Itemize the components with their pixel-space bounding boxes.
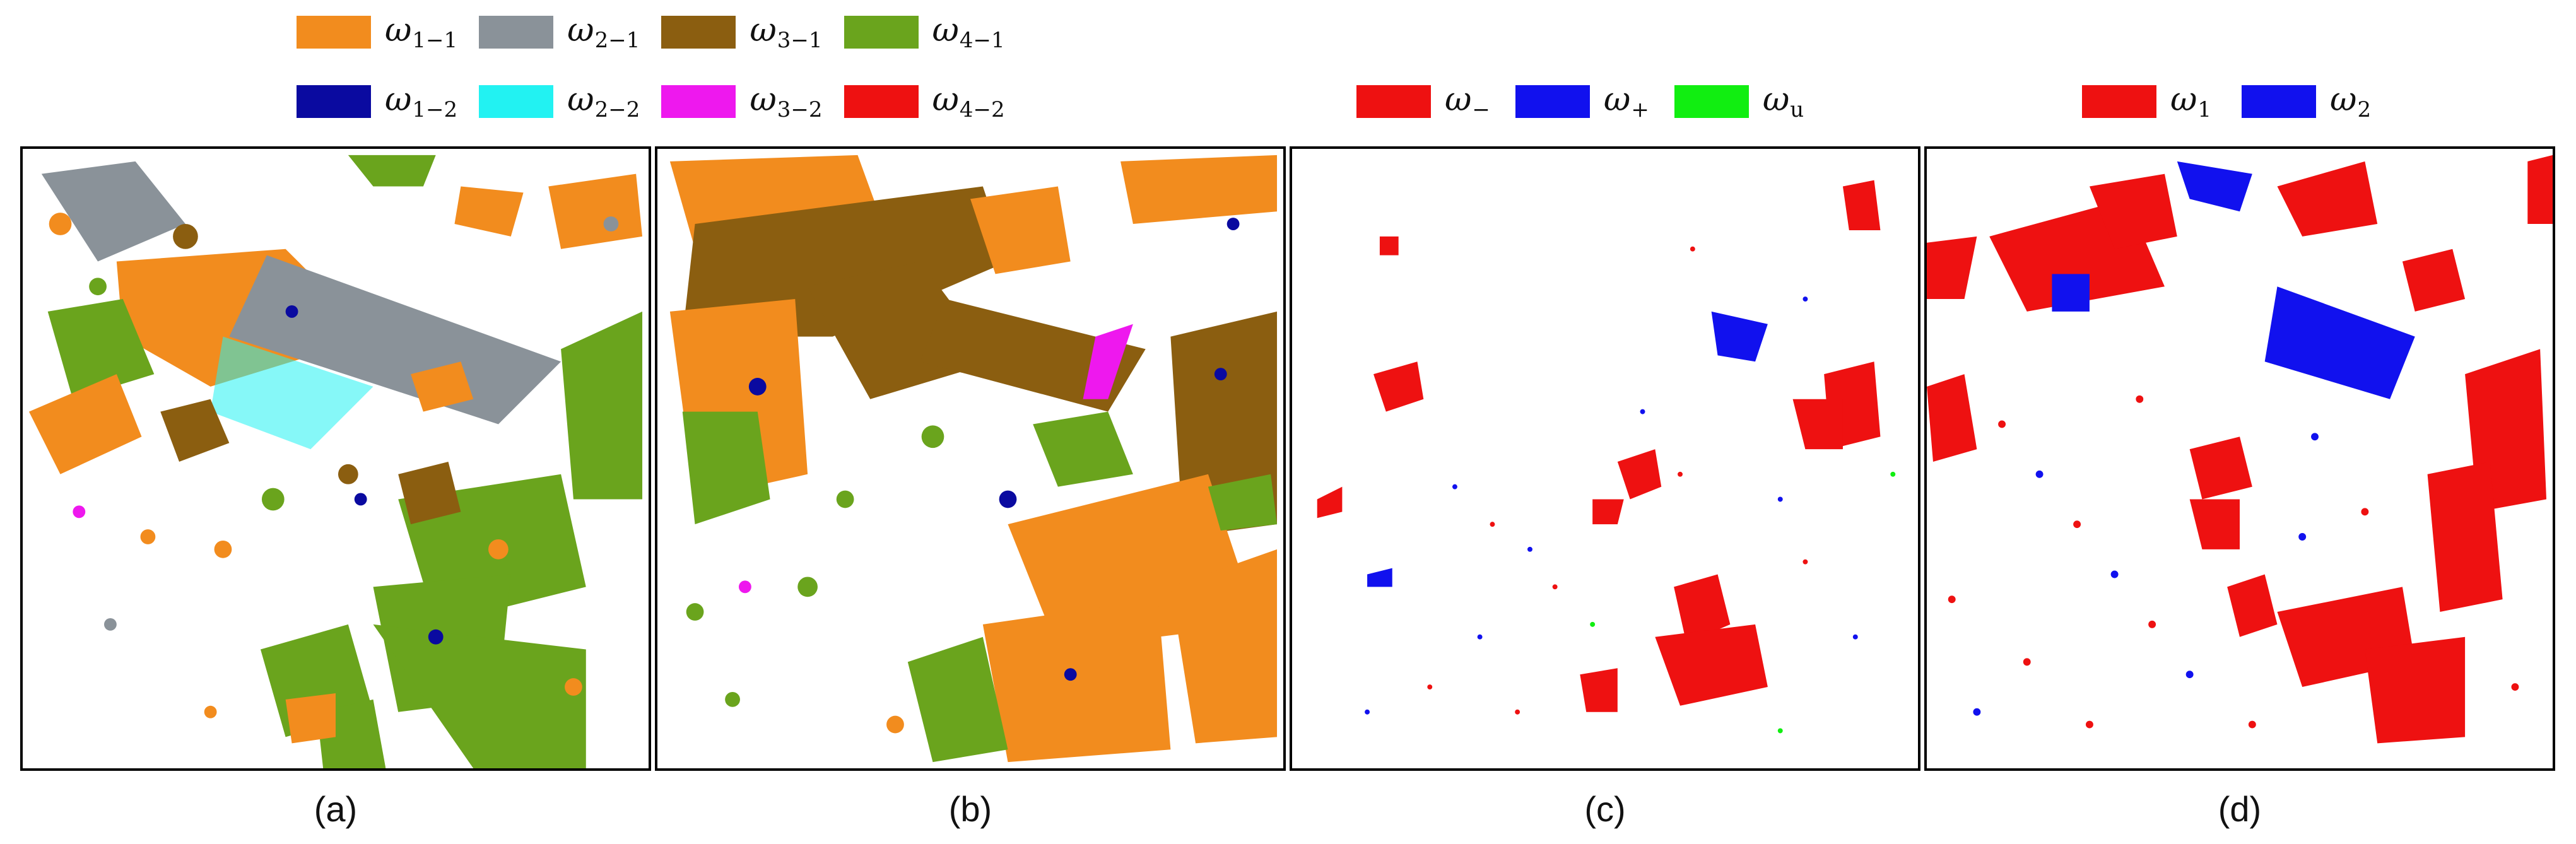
legend-label: ω3−2: [750, 81, 823, 122]
map-d-speckle: [1948, 395, 2519, 729]
legend-label: ω+: [1603, 81, 1649, 122]
swatch-green: [844, 16, 919, 49]
swatch-blue: [1515, 85, 1590, 118]
map-b-speckle: [686, 218, 1240, 734]
legend-label: ω1: [2170, 81, 2212, 122]
swatch-red: [844, 85, 919, 118]
legend-item-w-u: ωu: [1674, 81, 1804, 122]
panel-b-classification-map: [655, 146, 1286, 771]
swatch-red: [2082, 85, 2156, 118]
legend-label: ωu: [1762, 81, 1804, 122]
panel-a-classification-map: [20, 146, 651, 771]
map-a-speckle: [49, 213, 619, 718]
legend-item-w3-1: ω3−1: [661, 11, 823, 53]
swatch-red: [1356, 85, 1431, 118]
map-d: [1927, 155, 2553, 744]
legend-item-w3-2: ω3−2: [661, 81, 823, 122]
legend-label: ω1−2: [385, 81, 458, 122]
legend-item-w1-1: ω1−1: [297, 11, 457, 53]
legend-label: ω2: [2330, 81, 2372, 122]
swatch-magenta: [661, 85, 736, 118]
legend-item-w-plus: ω+: [1515, 81, 1649, 122]
swatch-blue: [2242, 85, 2317, 118]
map-d-regions: [1927, 155, 2553, 744]
legend-label: ω3−1: [750, 11, 823, 53]
map-a-base-regions: [28, 155, 643, 768]
map-b: [669, 155, 1278, 763]
legend-item-w2-2: ω2−2: [479, 81, 640, 122]
caption-c: (c): [1584, 789, 1626, 829]
legend-label: ω2−2: [567, 81, 640, 122]
legend-label: ω2−1: [567, 11, 640, 53]
swatch-orange: [297, 16, 371, 49]
panel-c-change-map: [1290, 146, 1920, 771]
legend-item-w2: ω2: [2242, 81, 2371, 122]
legend-item-w4-1: ω4−1: [844, 11, 1005, 53]
swatch-cyan: [479, 85, 554, 118]
map-c-regions: [1317, 180, 1881, 712]
legend-item-w2-1: ω2−1: [479, 11, 640, 53]
caption-d: (d): [2218, 789, 2262, 829]
map-c-speckle: [1365, 246, 1896, 734]
legend-item-w4-2: ω4−2: [844, 81, 1005, 122]
swatch-brown: [661, 16, 736, 49]
map-a: [28, 155, 643, 768]
legend-label: ω1−1: [385, 11, 458, 53]
caption-a: (a): [314, 789, 358, 829]
map-b-base-regions: [669, 155, 1278, 763]
legend-item-w1: ω1: [2082, 81, 2211, 122]
legend-label: ω4−1: [932, 11, 1005, 53]
legend-row-2: ω1−2 ω2−2 ω3−2 ω4−2: [297, 81, 1026, 122]
legend-row-1: ω1−1 ω2−1 ω3−1 ω4−1: [297, 11, 1026, 53]
legend-label: ω−: [1445, 81, 1490, 122]
legend-label: ω4−2: [932, 81, 1005, 122]
legend-item-w-minus: ω−: [1356, 81, 1490, 122]
legend-c: ω− ω+ ωu: [1356, 81, 1825, 122]
swatch-navy: [297, 85, 371, 118]
swatch-lime: [1674, 85, 1749, 118]
caption-b: (b): [948, 789, 992, 829]
map-c: [1317, 180, 1896, 734]
legend-d: ω1 ω2: [2082, 81, 2392, 122]
panel-d-binary-change-map: [1924, 146, 2555, 771]
swatch-gray: [479, 16, 554, 49]
legend-item-w1-2: ω1−2: [297, 81, 457, 122]
